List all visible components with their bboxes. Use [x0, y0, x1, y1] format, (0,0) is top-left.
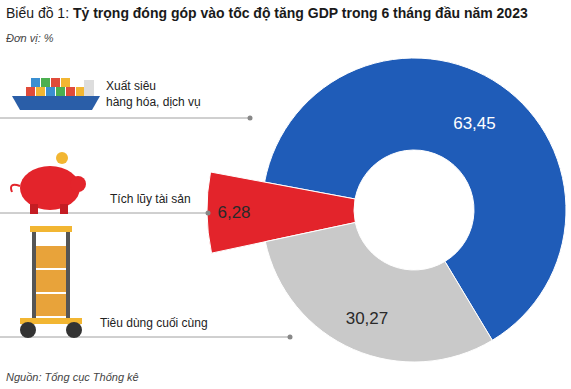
container — [51, 78, 60, 87]
wheel — [66, 322, 82, 338]
ship-cabin — [84, 80, 94, 96]
piggy-icon — [11, 152, 86, 214]
category-line: Tích lũy tài sản — [110, 192, 191, 206]
category-line: Tiêu dùng cuối cùng — [100, 316, 208, 330]
box — [36, 246, 66, 268]
data-label: 63,45 — [453, 114, 496, 133]
chart: Biểu đồ 1: Tỷ trọng đóng góp vào tốc độ … — [0, 0, 571, 389]
data-label: 30,27 — [346, 309, 389, 328]
trolley-icon — [20, 226, 82, 338]
category-line: hàng hóa, dịch vụ — [106, 95, 201, 109]
ship-hull — [12, 96, 100, 110]
trolley-frame — [66, 228, 70, 320]
category-label: Xuất siêu hàng hóa, dịch vụ — [106, 79, 201, 109]
piggy-tail — [11, 185, 20, 192]
wheel — [20, 322, 36, 338]
piggy-leg — [60, 204, 68, 214]
coin — [56, 152, 68, 164]
trolley-handle — [30, 226, 72, 232]
leader-dot — [206, 211, 211, 216]
leader-line — [0, 118, 250, 119]
container — [56, 87, 65, 96]
container — [31, 78, 40, 87]
container — [26, 87, 35, 96]
piggy-snout — [70, 176, 86, 192]
subtitle: Đơn vị: % — [6, 32, 54, 44]
container — [61, 78, 70, 87]
piggy-body — [20, 166, 80, 210]
box — [36, 270, 66, 292]
container — [76, 87, 85, 96]
slice — [265, 223, 492, 362]
container — [46, 87, 55, 96]
title-part: Biểu đồ 1: — [6, 5, 73, 21]
trolley-frame — [32, 228, 36, 320]
category-label: Tiêu dùng cuối cùng — [100, 316, 208, 330]
container — [36, 87, 45, 96]
leader-line — [0, 337, 290, 338]
box — [36, 294, 66, 316]
source: Nguồn: Tổng cục Thống kê — [6, 371, 139, 383]
title: Biểu đồ 1: Tỷ trọng đóng góp vào tốc độ … — [6, 5, 528, 21]
data-label: 6,28 — [217, 203, 250, 222]
ship-icon — [12, 78, 100, 110]
title-part: Tỷ trọng đóng góp vào tốc độ tăng GDP tr… — [73, 5, 528, 21]
leader-dot — [248, 116, 253, 121]
container — [41, 78, 50, 87]
container — [66, 87, 75, 96]
leader-dot — [288, 335, 293, 340]
category-label: Tích lũy tài sản — [110, 192, 191, 206]
piggy-leg — [30, 204, 38, 214]
category-line: Xuất siêu — [106, 79, 156, 93]
